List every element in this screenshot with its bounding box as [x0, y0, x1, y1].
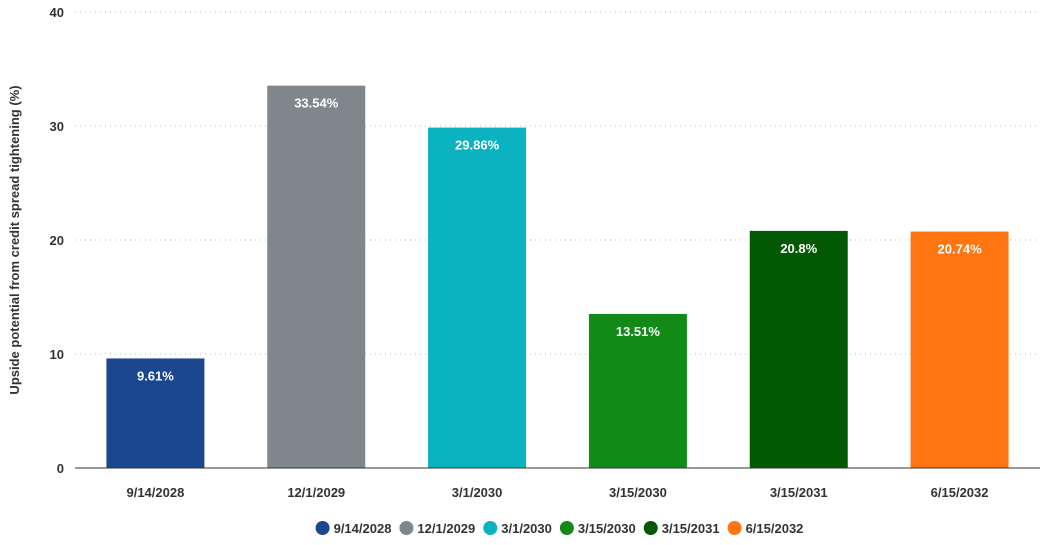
- bar-value-label: 20.8%: [780, 241, 817, 256]
- bar-3-15-2030: [588, 313, 687, 468]
- bar-9-14-2028: [106, 358, 205, 468]
- legend-item[interactable]: 12/1/2029: [399, 521, 475, 536]
- legend-marker: [559, 521, 574, 535]
- legend-marker: [315, 521, 330, 535]
- x-tick-label: 3/15/2031: [770, 485, 828, 500]
- bar-value-label: 33.54%: [294, 96, 339, 111]
- y-tick-label: 0: [57, 461, 64, 476]
- legend-item[interactable]: 6/15/2032: [727, 521, 804, 536]
- x-tick-label: 3/15/2030: [609, 485, 667, 500]
- legend-marker: [727, 521, 742, 535]
- y-tick-label: 40: [50, 5, 64, 20]
- legend-marker: [643, 521, 658, 535]
- legend: 9/14/2028 12/1/2029 3/1/2030 3/15/2030 3/15/…: [315, 521, 804, 536]
- legend-item[interactable]: 9/14/2028: [315, 521, 392, 536]
- legend-label: 3/15/2031: [662, 521, 720, 536]
- legend-label: 6/15/2032: [746, 521, 804, 536]
- bar-3-1-2030: [428, 127, 527, 468]
- bars: 9.61% 33.54% 29.86% 13.51% 20.8% 20.74%: [106, 85, 1009, 469]
- legend-item[interactable]: 3/15/2031: [643, 521, 720, 536]
- bar-3-15-2031: [749, 230, 848, 468]
- legend-item[interactable]: 3/15/2030: [559, 521, 636, 536]
- bar-value-label: 13.51%: [616, 324, 661, 339]
- x-tick-label: 12/1/2029: [287, 485, 345, 500]
- bar-6-15-2032: [910, 231, 1009, 468]
- legend-marker: [399, 521, 414, 535]
- bar-value-label: 20.74%: [938, 242, 983, 257]
- x-tick-label: 9/14/2028: [126, 485, 184, 500]
- y-tick-label: 10: [50, 347, 64, 362]
- bar-value-label: 9.61%: [137, 368, 174, 383]
- legend-item[interactable]: 3/1/2030: [483, 521, 552, 536]
- grid-lines: [75, 11, 1040, 355]
- y-axis-title: Upside potential from credit spread tigh…: [7, 85, 22, 394]
- legend-label: 3/15/2030: [578, 521, 636, 536]
- bar-12-1-2029: [267, 85, 366, 469]
- x-tick-label: 3/1/2030: [452, 485, 503, 500]
- bar-value-label: 29.86%: [455, 138, 500, 153]
- x-tick-label: 6/15/2032: [931, 485, 989, 500]
- legend-label: 3/1/2030: [501, 521, 552, 536]
- legend-label: 12/1/2029: [417, 521, 475, 536]
- legend-label: 9/14/2028: [334, 521, 392, 536]
- y-axis-ticks: 0 10 20 30 40: [50, 5, 64, 476]
- x-axis-ticks: 9/14/2028 12/1/2029 3/1/2030 3/15/2030 3/15/…: [126, 485, 988, 500]
- legend-marker: [483, 521, 498, 535]
- y-tick-label: 30: [50, 119, 64, 134]
- y-tick-label: 20: [50, 233, 64, 248]
